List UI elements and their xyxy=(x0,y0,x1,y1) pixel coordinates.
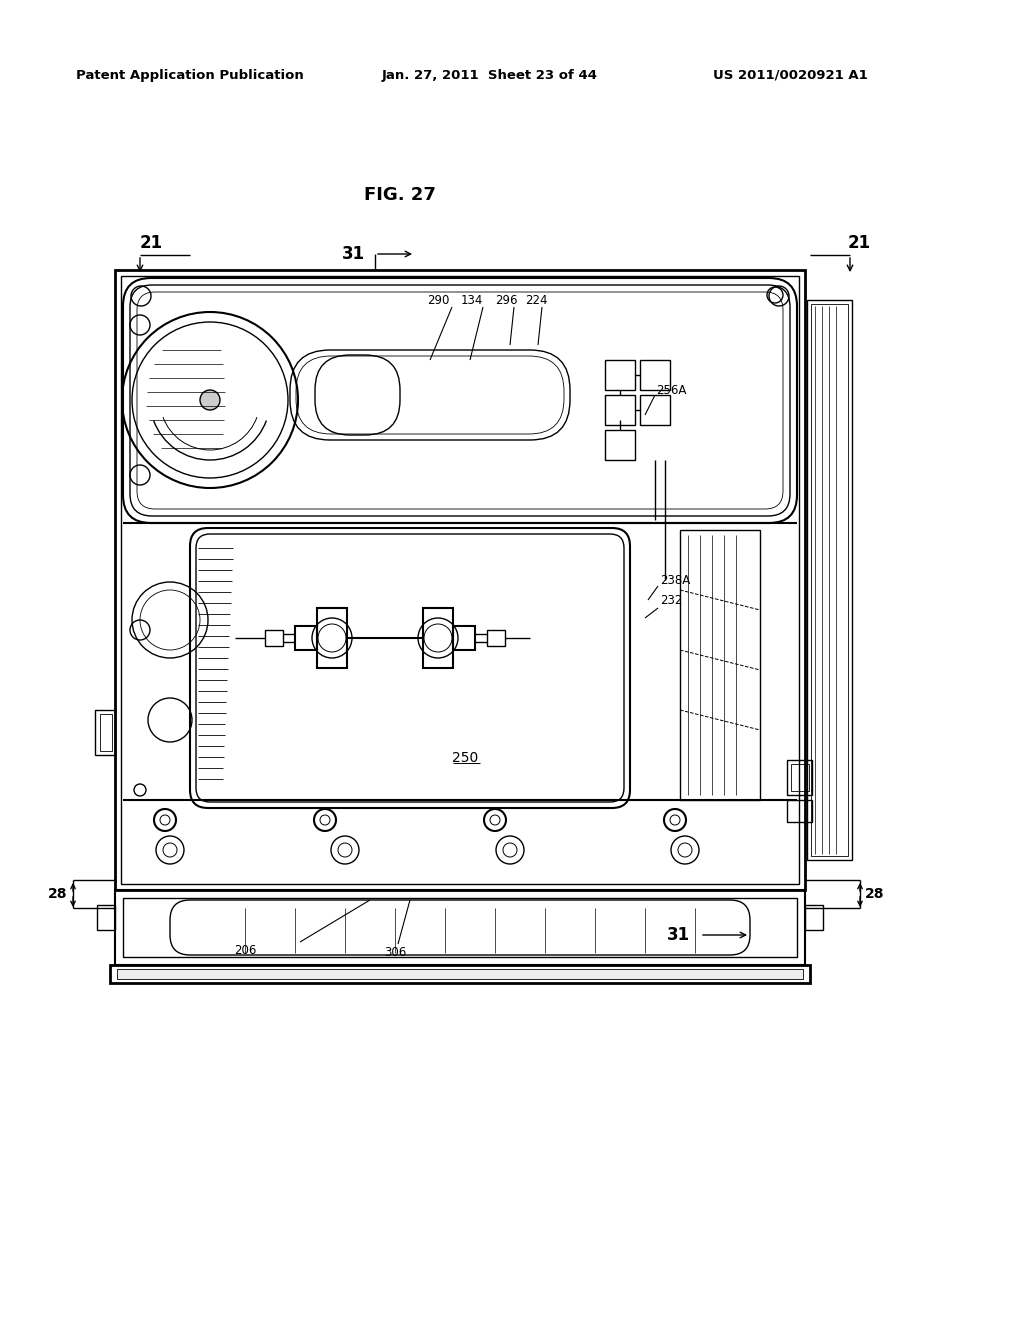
Bar xyxy=(807,300,852,861)
Text: 28: 28 xyxy=(865,887,885,902)
Text: 250: 250 xyxy=(452,751,478,766)
Bar xyxy=(110,965,810,983)
Bar xyxy=(121,276,799,884)
Circle shape xyxy=(200,389,220,411)
Bar xyxy=(791,764,809,791)
Text: Jan. 27, 2011  Sheet 23 of 44: Jan. 27, 2011 Sheet 23 of 44 xyxy=(382,69,598,82)
Bar xyxy=(115,890,805,965)
Text: 290: 290 xyxy=(428,293,450,306)
Text: Patent Application Publication: Patent Application Publication xyxy=(76,69,304,82)
Bar xyxy=(640,360,670,389)
Text: 306: 306 xyxy=(384,945,407,958)
Text: 206: 206 xyxy=(233,944,256,957)
Bar xyxy=(787,760,812,795)
Text: 21: 21 xyxy=(140,234,163,252)
Bar xyxy=(640,395,670,425)
Bar xyxy=(115,271,805,890)
Text: US 2011/0020921 A1: US 2011/0020921 A1 xyxy=(713,69,867,82)
Bar xyxy=(295,626,317,649)
Text: 296: 296 xyxy=(496,293,518,306)
Text: 224: 224 xyxy=(525,293,548,306)
Bar xyxy=(100,714,112,751)
Text: 28: 28 xyxy=(48,887,68,902)
Bar xyxy=(605,360,635,389)
Bar xyxy=(787,800,812,822)
Bar xyxy=(97,906,115,931)
Bar xyxy=(605,430,635,459)
Bar xyxy=(117,969,803,979)
Bar xyxy=(423,609,453,668)
Text: 31: 31 xyxy=(342,246,365,263)
Text: 21: 21 xyxy=(848,234,871,252)
Bar xyxy=(605,395,635,425)
Text: 238A: 238A xyxy=(660,573,690,586)
Text: 256A: 256A xyxy=(656,384,686,396)
Bar xyxy=(680,531,760,800)
Bar xyxy=(487,630,505,645)
Text: FIG. 27: FIG. 27 xyxy=(365,186,436,205)
Bar xyxy=(123,898,797,957)
Bar xyxy=(265,630,283,645)
Bar xyxy=(811,304,848,855)
Bar xyxy=(805,906,823,931)
Bar xyxy=(95,710,115,755)
Bar xyxy=(317,609,347,668)
Text: 31: 31 xyxy=(667,927,690,944)
Text: 134: 134 xyxy=(461,293,483,306)
Text: 232: 232 xyxy=(660,594,682,606)
Bar xyxy=(453,626,475,649)
